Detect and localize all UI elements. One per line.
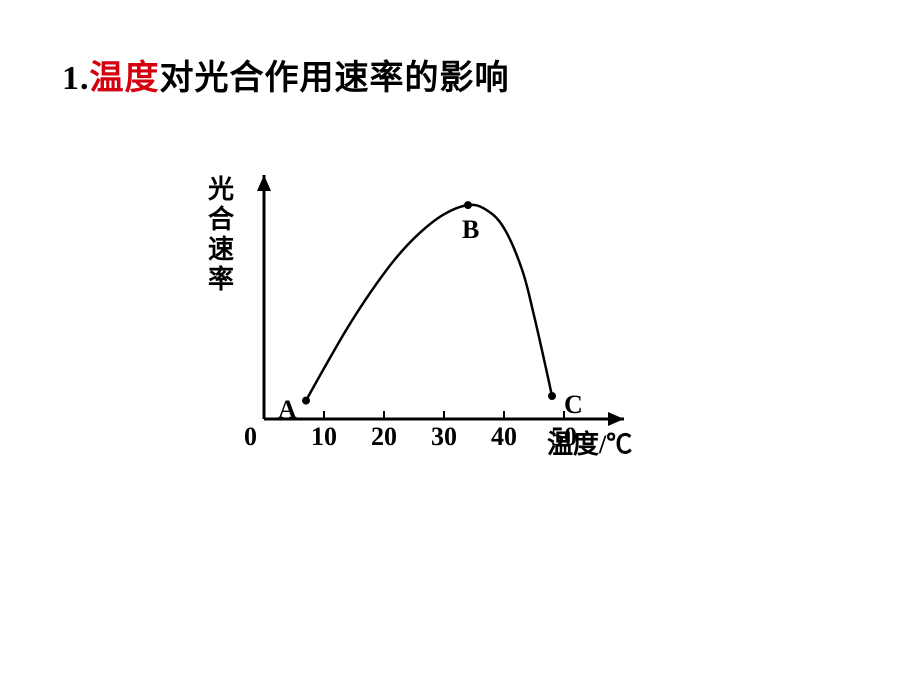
chart-point-label: C xyxy=(564,390,583,420)
title-suffix: 对光合作用速率的影响 xyxy=(160,60,510,97)
x-tick: 10 xyxy=(311,422,337,452)
x-tick: 40 xyxy=(491,422,517,452)
x-tick: 50 xyxy=(551,422,577,452)
x-tick: 30 xyxy=(431,422,457,452)
photosynthesis-chart xyxy=(200,155,660,455)
title-prefix: 1. xyxy=(62,60,90,97)
x-tick: 20 xyxy=(371,422,397,452)
chart-point-label: B xyxy=(462,215,479,245)
title-accent: 温度 xyxy=(90,60,160,97)
chart-point-label: A xyxy=(278,395,297,425)
origin-label: 0 xyxy=(244,422,257,452)
slide-title: 1.温度对光合作用速率的影响 xyxy=(62,50,510,99)
y-axis-label: 光合速率 xyxy=(208,175,234,295)
chart-container xyxy=(200,155,660,455)
slide-page: 1.温度对光合作用速率的影响 光合速率 温度/℃ 0 1020304050 AB… xyxy=(0,0,920,690)
